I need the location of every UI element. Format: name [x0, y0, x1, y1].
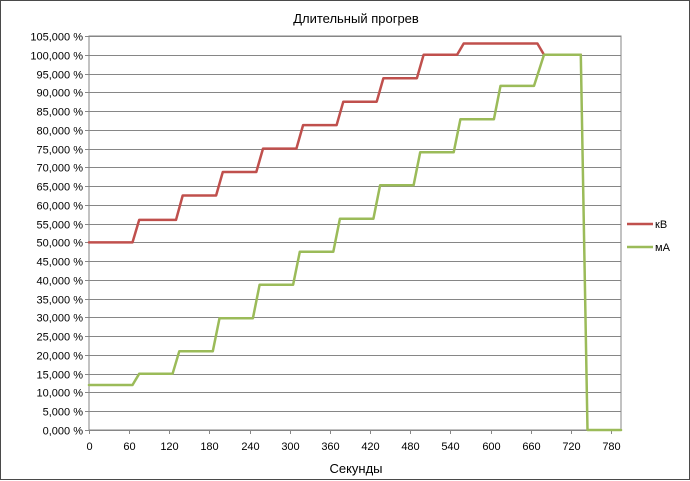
legend: кВ мА [627, 219, 671, 254]
x-tick-label: 0 [86, 441, 92, 453]
y-tick-label: 105,000 % [30, 32, 83, 44]
y-tick-label: 70,000 % [37, 163, 84, 175]
y-tick-label: 75,000 % [37, 145, 84, 157]
y-tick-label: 0,000 % [43, 426, 84, 438]
x-tick-label: 300 [281, 441, 299, 453]
x-tick-label: 600 [482, 441, 500, 453]
x-tick-label: 120 [160, 441, 178, 453]
chart-title: Длительный прогрев [293, 11, 419, 26]
y-tick-label: 45,000 % [37, 257, 84, 269]
x-tick-label: 720 [562, 441, 580, 453]
y-tick-label: 10,000 % [37, 388, 84, 400]
y-tick-label: 50,000 % [37, 238, 84, 250]
x-tick-label: 60 [123, 441, 135, 453]
y-tick-label: 60,000 % [37, 201, 84, 213]
y-axis: 0,000 % 5,000 % 10,000 % 15,000 % 20,000 % 25… [30, 32, 89, 438]
y-tick-label: 85,000 % [37, 107, 84, 119]
legend-label: кВ [655, 219, 667, 231]
y-tick-label: 90,000 % [37, 88, 84, 100]
y-tick-label: 65,000 % [37, 182, 84, 194]
series-line-0 [87, 42, 583, 244]
plot-series [87, 42, 623, 432]
y-tick-label: 100,000 % [30, 51, 83, 63]
y-tick-label: 35,000 % [37, 295, 84, 307]
y-tick-label: 20,000 % [37, 351, 84, 363]
x-tick-label: 540 [441, 441, 459, 453]
y-tick-label: 30,000 % [37, 313, 84, 325]
x-tick-label: 480 [401, 441, 419, 453]
y-tick-label: 95,000 % [37, 70, 84, 82]
x-tick-label: 360 [321, 441, 339, 453]
x-tick-label: 780 [602, 441, 620, 453]
y-tick-label: 40,000 % [37, 276, 84, 288]
x-tick-label: 180 [200, 441, 218, 453]
x-axis: 0 60 120 180 240 300 360 420 480 540 600 660 720 780 [86, 430, 621, 453]
x-tick-label: 660 [522, 441, 540, 453]
y-tick-label: 15,000 % [37, 370, 84, 382]
y-tick-label: 80,000 % [37, 126, 84, 138]
y-tick-label: 55,000 % [37, 220, 84, 232]
legend-label: мА [655, 242, 671, 254]
y-tick-label: 5,000 % [43, 407, 84, 419]
x-tick-label: 240 [241, 441, 259, 453]
gridlines [88, 35, 622, 431]
plot-border [88, 35, 622, 431]
x-tick-label: 420 [361, 441, 379, 453]
y-tick-label: 25,000 % [37, 332, 84, 344]
series-line-1 [87, 53, 623, 432]
x-axis-title: Секунды [329, 461, 382, 476]
